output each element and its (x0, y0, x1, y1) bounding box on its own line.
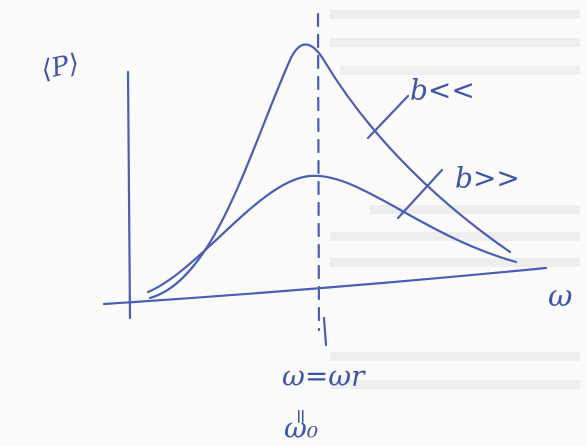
ghost-line (330, 352, 580, 361)
curve-label: b>> (455, 162, 520, 195)
marker-alt-label: ω₀ (284, 412, 318, 445)
marker-label: ω=ωr (282, 360, 366, 393)
ghost-line (330, 38, 580, 47)
curve-label: b<< (410, 74, 475, 107)
ghost-line (330, 10, 580, 19)
x-axis-label: ω (548, 279, 572, 314)
ghost-line (330, 258, 580, 267)
sketch: ⟨P⟩ b<< b>> ω ω=ωr = ω₀ (0, 0, 587, 446)
ghost-line (330, 380, 580, 389)
